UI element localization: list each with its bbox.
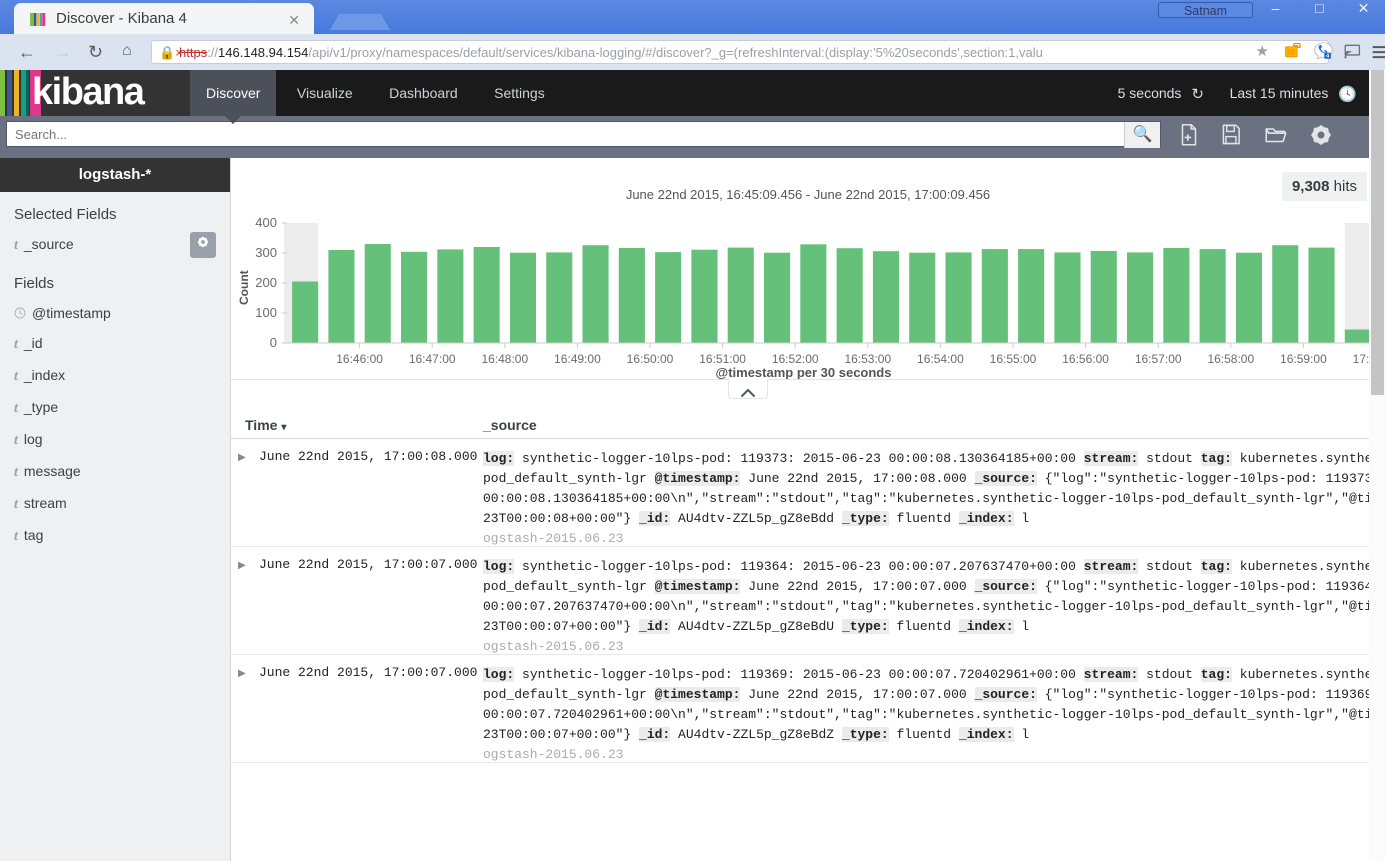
- svg-text:16:49:00: 16:49:00: [554, 352, 601, 366]
- svg-text:16:54:00: 16:54:00: [917, 352, 964, 366]
- svg-text:16:57:00: 16:57:00: [1135, 352, 1182, 366]
- svg-text:16:59:00: 16:59:00: [1280, 352, 1327, 366]
- svg-text:16:58:00: 16:58:00: [1207, 352, 1254, 366]
- svg-text:16:51:00: 16:51:00: [699, 352, 746, 366]
- svg-text:16:46:00: 16:46:00: [336, 352, 383, 366]
- svg-text:100: 100: [255, 305, 277, 320]
- svg-text:16:48:00: 16:48:00: [481, 352, 528, 366]
- svg-text:16:47:00: 16:47:00: [409, 352, 456, 366]
- svg-text:200: 200: [255, 275, 277, 290]
- svg-text:16:55:00: 16:55:00: [990, 352, 1037, 366]
- svg-text:0: 0: [270, 335, 277, 350]
- svg-text:16:50:00: 16:50:00: [627, 352, 674, 366]
- svg-text:400: 400: [255, 215, 277, 230]
- svg-text:16:53:00: 16:53:00: [844, 352, 891, 366]
- svg-text:16:52:00: 16:52:00: [772, 352, 819, 366]
- svg-text:300: 300: [255, 245, 277, 260]
- svg-text:16:56:00: 16:56:00: [1062, 352, 1109, 366]
